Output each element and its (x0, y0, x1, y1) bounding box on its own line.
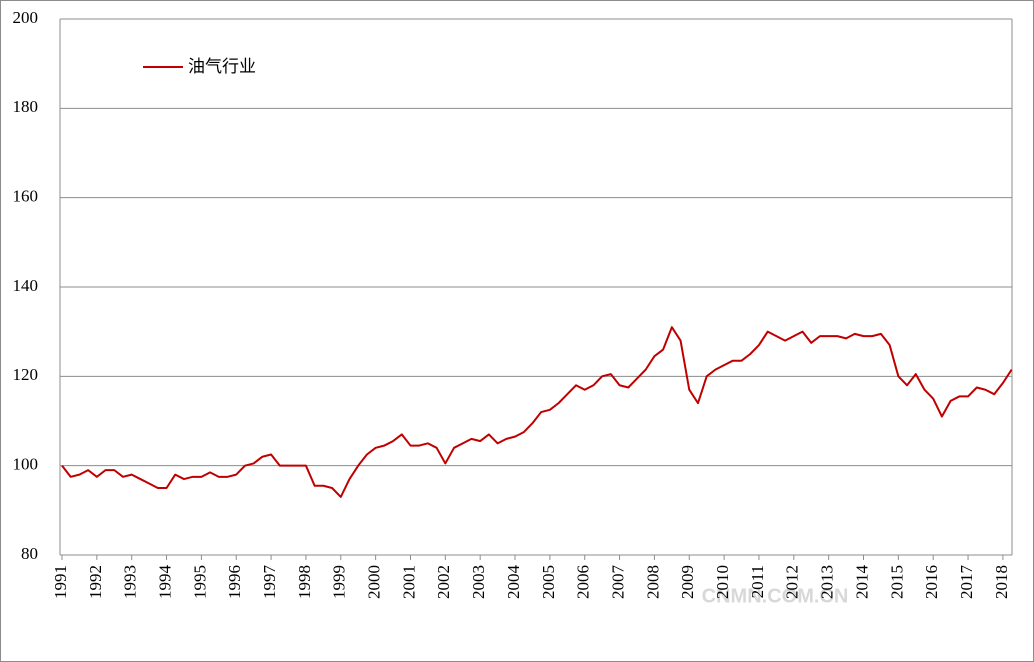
y-tick-label: 140 (13, 276, 39, 295)
x-tick-label: 2009 (678, 565, 697, 599)
x-tick-label: 2010 (713, 565, 732, 599)
x-tick-label: 2004 (504, 565, 523, 600)
y-tick-label: 80 (21, 544, 38, 563)
y-tick-label: 100 (13, 455, 39, 474)
x-tick-label: 2012 (783, 565, 802, 599)
x-tick-label: 2006 (574, 565, 593, 599)
x-tick-label: 1997 (260, 565, 279, 600)
legend-label: 油气行业 (188, 57, 256, 77)
x-tick-label: 2003 (469, 565, 488, 599)
x-tick-label: 1995 (190, 565, 209, 599)
x-tick-label: 1993 (121, 565, 140, 599)
x-tick-label: 1996 (225, 565, 244, 599)
y-tick-label: 200 (13, 8, 39, 27)
y-tick-label: 120 (13, 365, 39, 384)
x-tick-label: 2014 (852, 565, 871, 600)
y-tick-label: 180 (13, 97, 39, 116)
watermark: CNMN.COM.CN (702, 585, 849, 607)
x-tick-label: 2017 (957, 565, 976, 600)
x-tick-label: 2018 (992, 565, 1011, 599)
data-line (61, 326, 1013, 498)
x-tick-label: 2002 (434, 565, 453, 599)
x-tick-label: 1994 (155, 565, 174, 600)
x-tick-label: 2007 (608, 565, 627, 600)
x-tick-label: 1999 (330, 565, 349, 599)
x-tick-label: 1991 (51, 565, 70, 599)
x-tick-label: 2015 (887, 565, 906, 599)
x-tick-label: 2013 (818, 565, 837, 599)
x-tick-label: 1992 (86, 565, 105, 599)
x-tick-label: 2008 (643, 565, 662, 599)
y-tick-label: 160 (13, 187, 39, 206)
x-tick-label: 2001 (399, 565, 418, 599)
x-tick-label: 2005 (539, 565, 558, 599)
x-tick-label: 2016 (922, 565, 941, 599)
x-tick-label: 2000 (365, 565, 384, 599)
x-tick-label: 1998 (295, 565, 314, 599)
x-tick-label: 2011 (748, 565, 767, 598)
